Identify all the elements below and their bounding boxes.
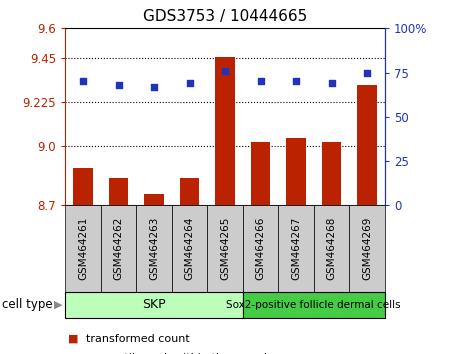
Bar bbox=[286, 138, 306, 205]
Text: percentile rank within the sample: percentile rank within the sample bbox=[86, 353, 274, 354]
Point bbox=[186, 80, 193, 86]
Bar bbox=[73, 168, 93, 205]
Text: GSM464263: GSM464263 bbox=[149, 217, 159, 280]
Text: GSM464261: GSM464261 bbox=[78, 217, 88, 280]
Text: GSM464264: GSM464264 bbox=[184, 217, 194, 280]
Text: transformed count: transformed count bbox=[86, 334, 189, 344]
Text: GSM464268: GSM464268 bbox=[327, 217, 337, 280]
Point bbox=[364, 70, 371, 75]
Bar bbox=[251, 142, 270, 205]
Text: GSM464269: GSM464269 bbox=[362, 217, 372, 280]
Point bbox=[257, 79, 264, 84]
Text: GSM464262: GSM464262 bbox=[113, 217, 123, 280]
Text: GDS3753 / 10444665: GDS3753 / 10444665 bbox=[143, 9, 307, 24]
Point bbox=[221, 68, 229, 74]
Text: ■: ■ bbox=[68, 334, 78, 344]
Text: SKP: SKP bbox=[142, 298, 166, 311]
Text: GSM464265: GSM464265 bbox=[220, 217, 230, 280]
Text: GSM464266: GSM464266 bbox=[256, 217, 266, 280]
Bar bbox=[357, 85, 377, 205]
Text: ▶: ▶ bbox=[54, 300, 63, 310]
Point bbox=[115, 82, 122, 88]
Bar bbox=[215, 57, 235, 205]
Text: cell type: cell type bbox=[2, 298, 53, 311]
Text: GSM464267: GSM464267 bbox=[291, 217, 301, 280]
Point bbox=[150, 84, 158, 90]
Bar bbox=[144, 194, 164, 205]
Point bbox=[79, 79, 86, 84]
Text: ■: ■ bbox=[68, 353, 78, 354]
Bar bbox=[322, 142, 341, 205]
Bar bbox=[109, 178, 128, 205]
Bar bbox=[180, 178, 199, 205]
Point bbox=[328, 80, 335, 86]
Text: Sox2-positive follicle dermal cells: Sox2-positive follicle dermal cells bbox=[226, 300, 401, 310]
Point bbox=[292, 79, 300, 84]
